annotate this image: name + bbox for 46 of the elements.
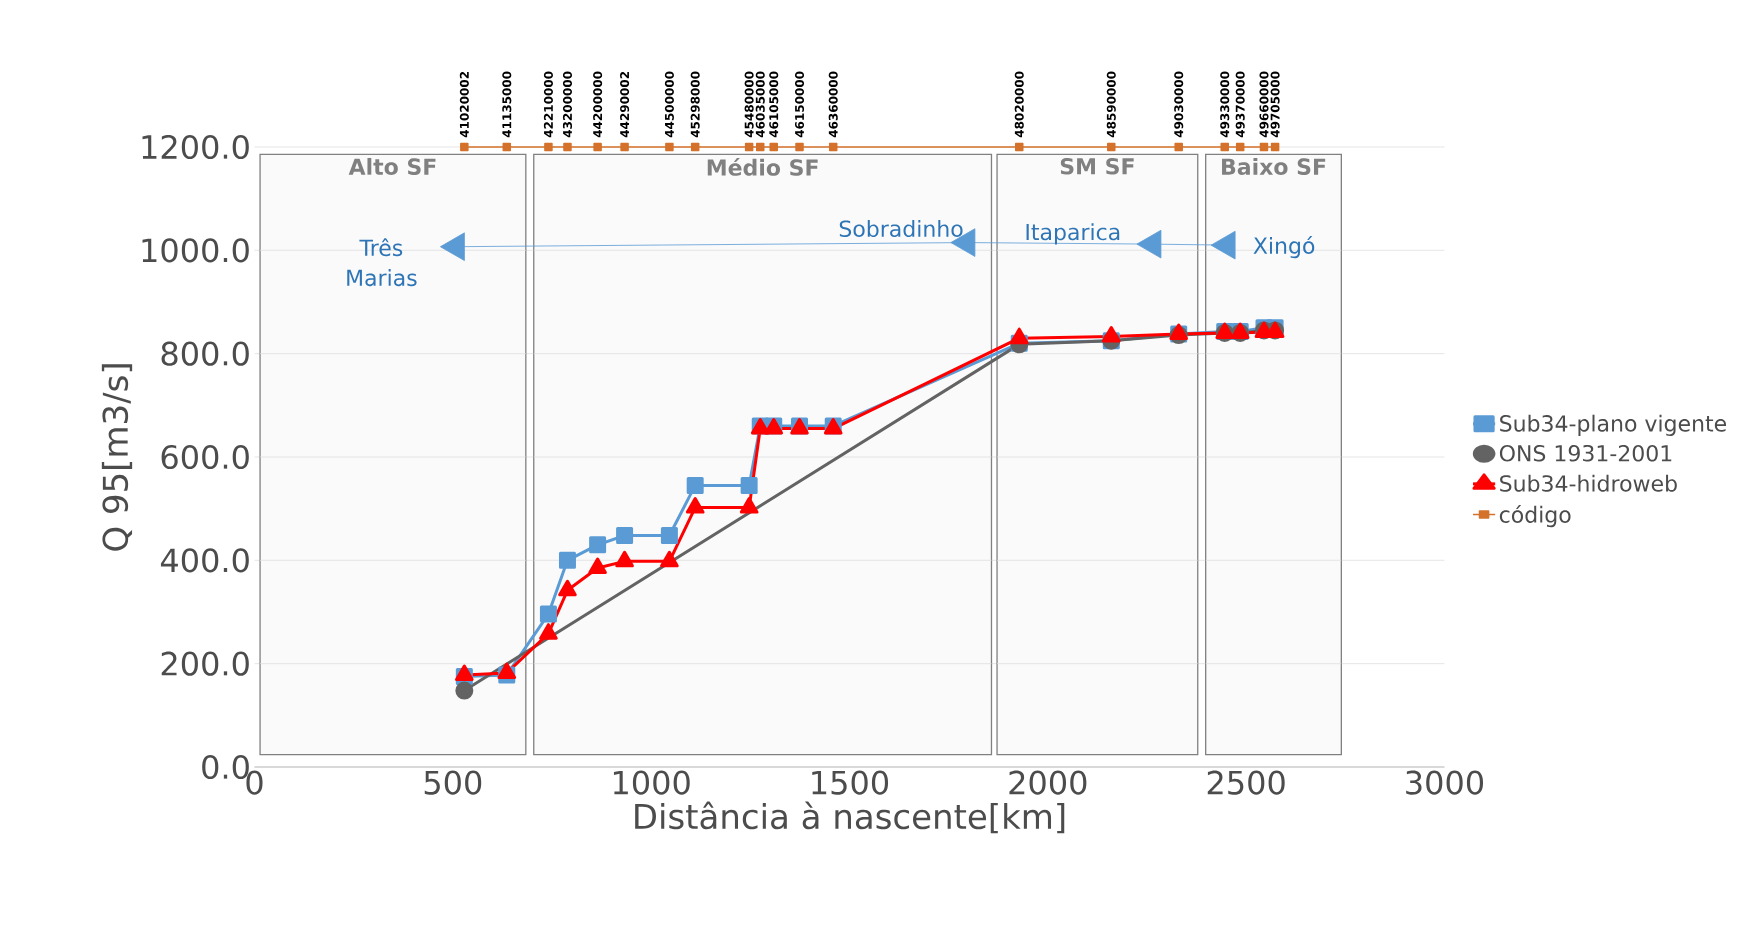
- band-label: Médio SF: [707, 157, 818, 176]
- annotation: Itaparica: [1026, 223, 1120, 245]
- y-tick-label: 800.0: [161, 341, 249, 366]
- band-label: Baixo SF: [1222, 157, 1326, 175]
- annotation: 46150000: [794, 71, 805, 138]
- annotation: 49330000: [1220, 71, 1230, 138]
- annotation: 49705000: [1270, 71, 1280, 138]
- x-tick-label: 500: [424, 770, 482, 795]
- annotation: 49660000: [1259, 71, 1269, 138]
- y-tick-label: 600.0: [161, 444, 249, 470]
- annotation: 48020000: [1014, 71, 1024, 138]
- annotation: 42210000: [543, 71, 553, 138]
- y-tick-label: 200.0: [161, 651, 249, 676]
- annotation: 44500000: [664, 71, 674, 138]
- y-axis-title: Q 95[m3/s]: [101, 364, 133, 551]
- legend-label: Sub34-hidroweb: [1500, 474, 1677, 492]
- annotation: 41135000: [502, 71, 512, 138]
- annotation: 46105000: [769, 71, 779, 138]
- y-tick-label: 1200.0: [142, 134, 249, 160]
- annotation: 44290002: [620, 72, 630, 138]
- y-tick-label: 1000.0: [142, 238, 249, 263]
- legend-label: ONS 1931-2001: [1499, 444, 1672, 462]
- x-tick-label: 1000: [613, 770, 690, 795]
- annotation: Xingó: [1253, 236, 1315, 259]
- annotation: Três Marias: [347, 238, 417, 287]
- band-label: Alto SF: [348, 157, 436, 175]
- annotation: 45480000: [744, 71, 754, 138]
- annotation: 46360000: [828, 71, 838, 138]
- annotation: 46035000: [755, 71, 765, 138]
- x-tick-label: 2000: [1009, 770, 1087, 795]
- annotation: 49370000: [1235, 71, 1245, 138]
- annotation: 49030000: [1174, 71, 1184, 138]
- x-tick-label: 1500: [812, 770, 889, 795]
- annotation: 41020002: [459, 72, 469, 138]
- legend-label: Sub34-plano vigente: [1500, 414, 1727, 437]
- band-label: SM SF: [1060, 157, 1134, 175]
- legend-label: código: [1499, 504, 1571, 528]
- annotation: 45298000: [690, 71, 700, 138]
- annotation: 44200000: [593, 71, 603, 138]
- annotation: 48590000: [1106, 71, 1116, 138]
- x-axis-title: Distância à nascente[km]: [635, 801, 1065, 834]
- x-tick-label: 2500: [1207, 770, 1285, 795]
- annotation: 43200000: [562, 71, 573, 138]
- x-tick-label: 3000: [1406, 770, 1484, 795]
- y-tick-label: 400.0: [160, 548, 249, 573]
- annotation: Sobradinho: [839, 220, 963, 238]
